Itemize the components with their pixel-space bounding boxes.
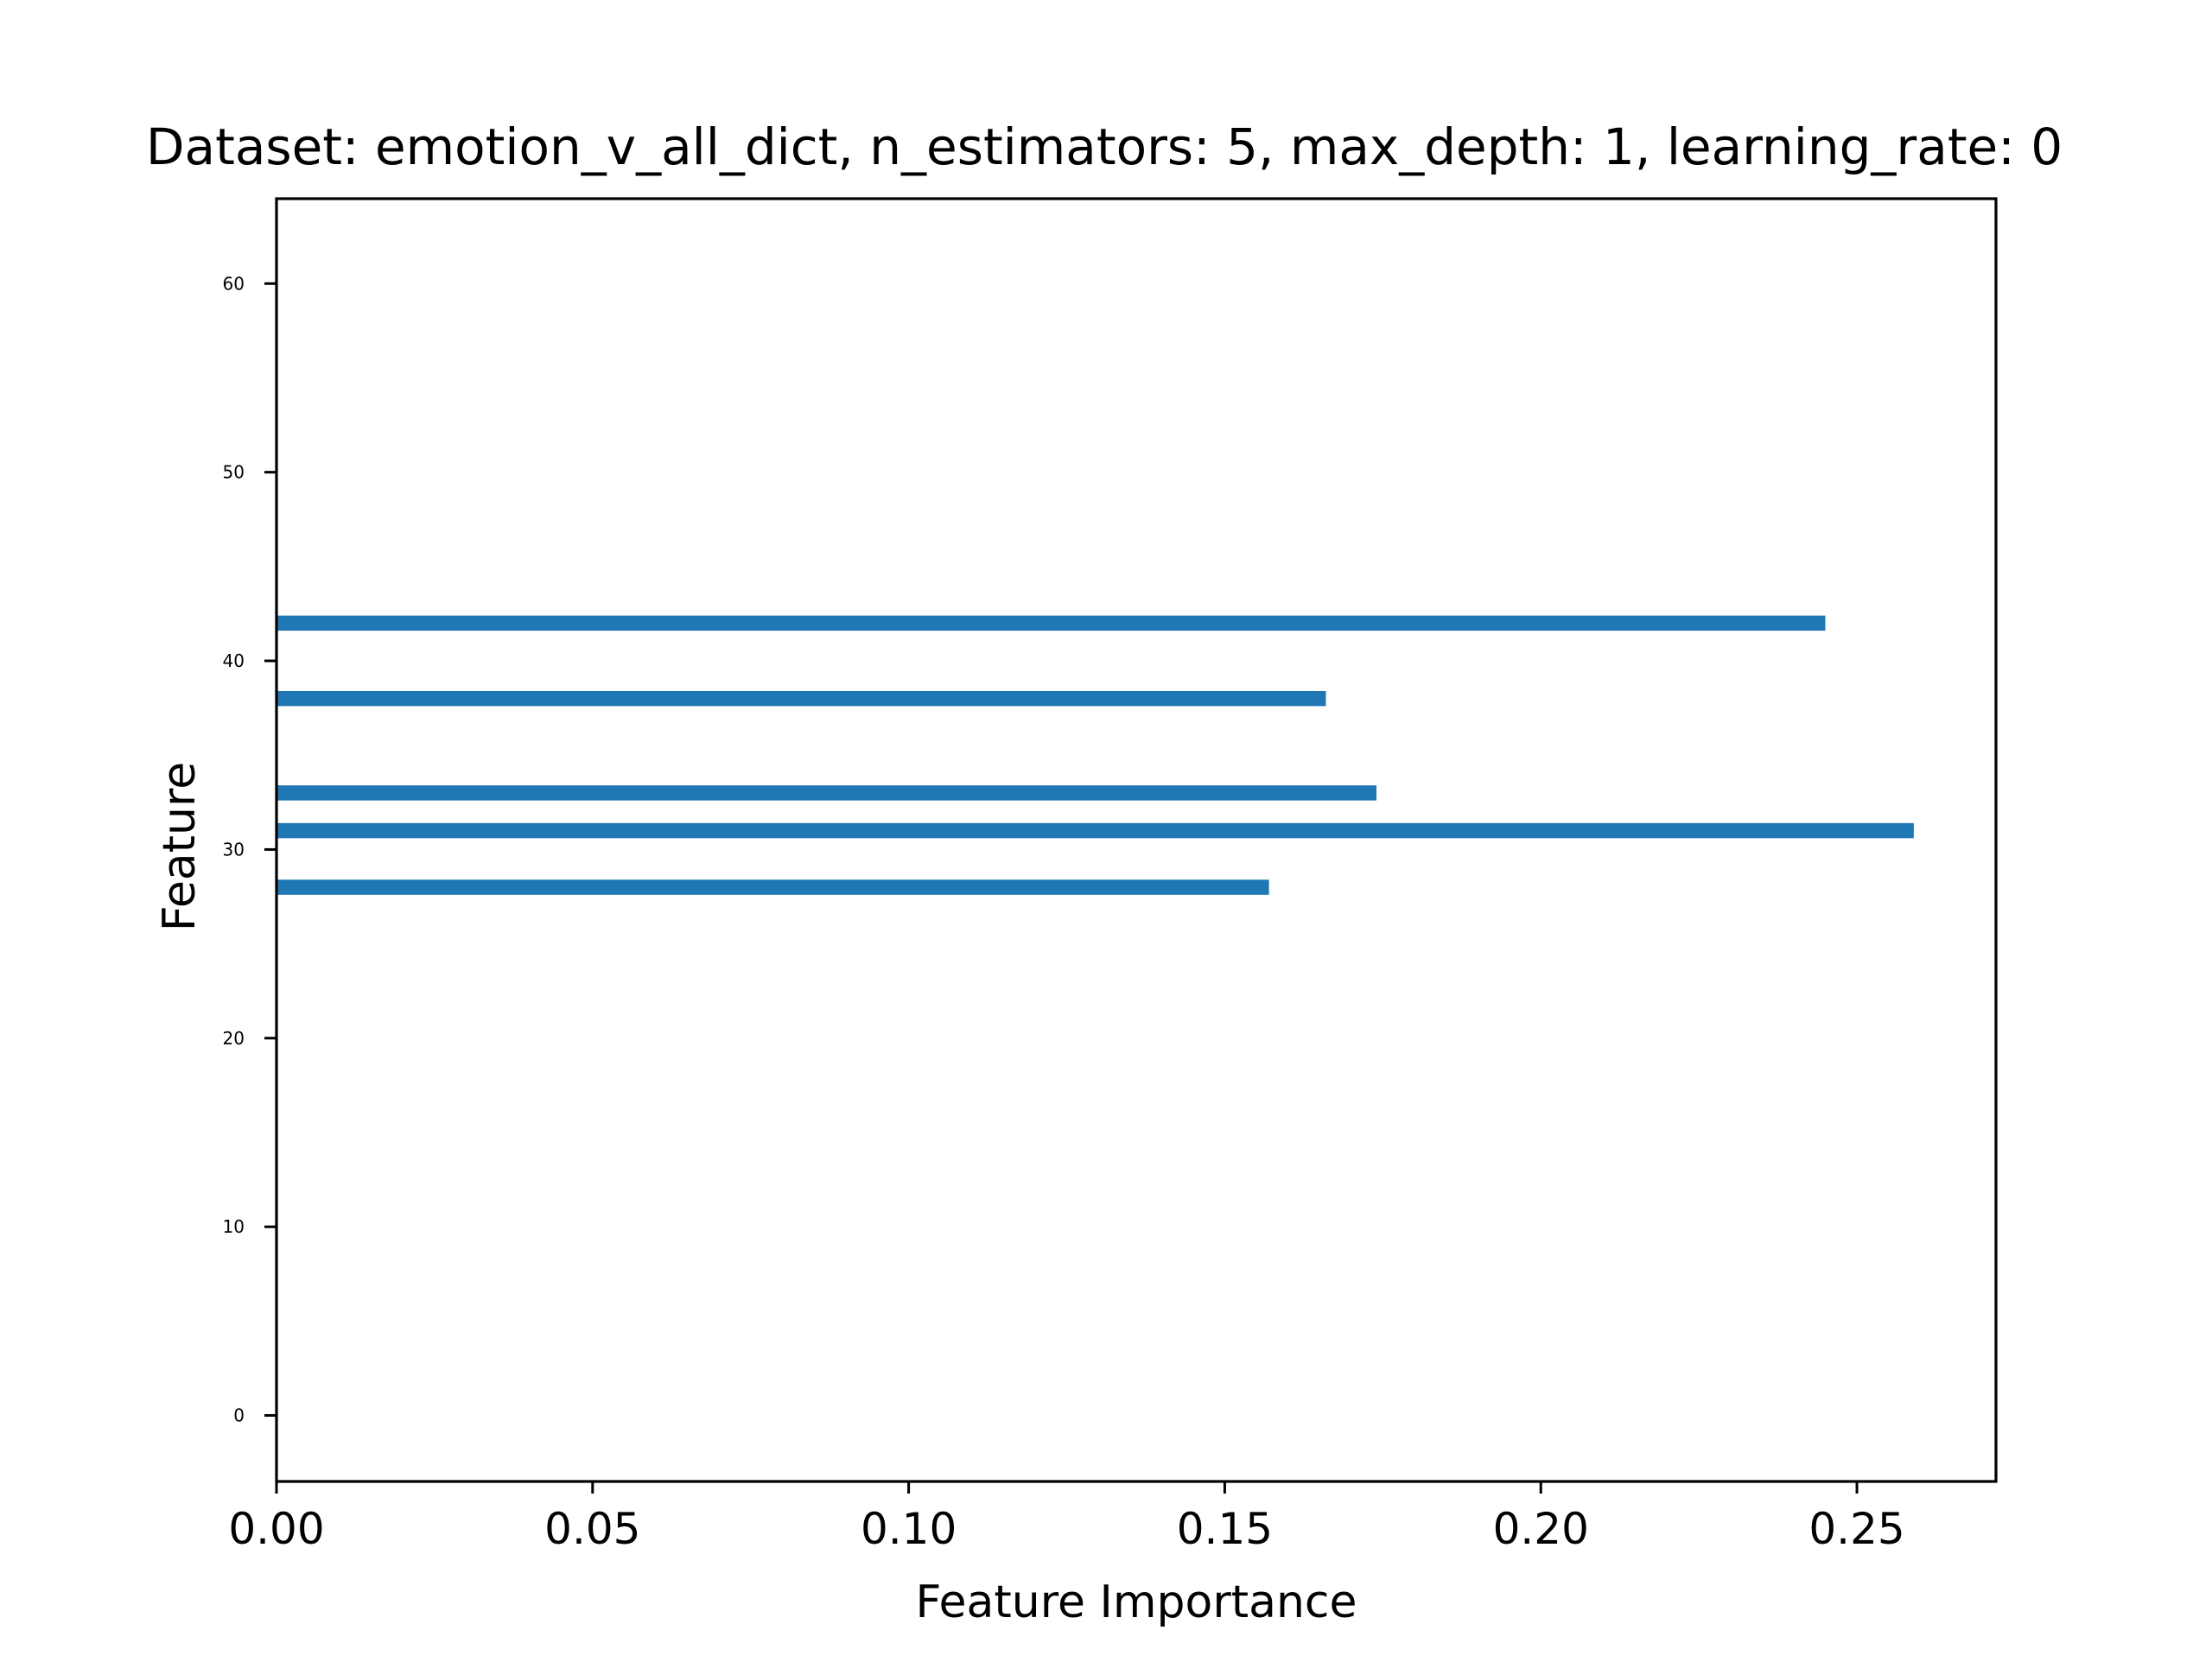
- y-tick-label: 0: [233, 1405, 245, 1426]
- y-axis-label: Feature: [154, 762, 206, 932]
- bar-feature-33: [276, 785, 1377, 801]
- y-tick-label: 50: [223, 462, 245, 483]
- bar-feature-28: [276, 879, 1269, 895]
- x-axis-ticks: 0.00 0.05 0.10 0.15 0.20 0.25: [228, 1481, 1905, 1554]
- bar-feature-42: [276, 615, 1826, 631]
- y-tick-label: 40: [223, 650, 245, 671]
- y-tick-label: 20: [223, 1028, 245, 1049]
- x-axis-label: Feature Importance: [915, 1576, 1357, 1628]
- chart-title: Dataset: emotion_v_all_dict, n_estimator…: [146, 117, 2063, 176]
- x-tick-label: 0.05: [544, 1504, 640, 1554]
- bar-feature-31: [276, 822, 1914, 839]
- x-tick-label: 0.10: [861, 1504, 957, 1554]
- plot-frame: [275, 197, 1998, 1483]
- bars-group: [276, 615, 1914, 895]
- y-axis-ticks: 0 10 20 30 40 50 60: [223, 273, 276, 1426]
- x-tick-label: 0.20: [1493, 1504, 1589, 1554]
- bar-feature-38: [276, 690, 1326, 707]
- y-tick-label: 10: [223, 1216, 245, 1237]
- x-tick-label: 0.25: [1808, 1504, 1904, 1554]
- x-tick-label: 0.00: [228, 1504, 324, 1554]
- x-tick-label: 0.15: [1177, 1504, 1273, 1554]
- y-tick-label: 60: [223, 273, 245, 294]
- y-tick-label: 30: [223, 839, 245, 860]
